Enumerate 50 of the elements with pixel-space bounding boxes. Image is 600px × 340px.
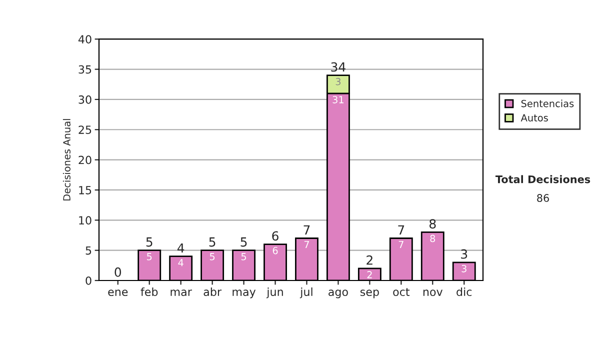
x-tick-label: ene (108, 290, 128, 296)
total-label: 7 (304, 225, 310, 234)
data-label: 2 (367, 271, 372, 278)
y-tick-label: 20 (78, 156, 92, 164)
y-tick-label: 25 (78, 126, 92, 134)
x-tick-label: nov (423, 290, 443, 296)
y-tick-label: 5 (86, 246, 92, 255)
y-tick-label: 0 (86, 276, 92, 285)
y-tick-label: 35 (78, 65, 92, 74)
legend-label: Autos (520, 114, 548, 122)
total-label: 5 (146, 237, 152, 247)
total-label: 4 (177, 243, 184, 253)
y-axis-title: Decisiones Anual (62, 119, 70, 200)
x-tick-label: jun (266, 287, 283, 298)
data-label: 7 (398, 240, 404, 248)
total-label: 34 (331, 62, 346, 72)
data-label: 31 (332, 96, 344, 104)
data-label: 4 (178, 259, 184, 266)
data-label: 7 (304, 240, 309, 248)
y-tick-label: 30 (78, 95, 92, 104)
total-label: 5 (240, 237, 247, 247)
x-tick-label: oct (393, 288, 410, 296)
total-label: 2 (366, 255, 372, 265)
data-label: 3 (462, 264, 466, 272)
total-label: 6 (272, 231, 278, 241)
x-tick-label: abr (204, 287, 222, 296)
total-label: 5 (209, 237, 216, 247)
text: 86 (537, 194, 549, 202)
x-tick-label: mar (170, 290, 192, 296)
total-label: 3 (461, 249, 468, 259)
x-tick-label: sep (360, 290, 379, 298)
total-label: 0 (114, 267, 122, 277)
total-label: 8 (430, 219, 436, 229)
data-label: 8 (430, 234, 436, 242)
data-label: 5 (147, 253, 152, 260)
data-label: 5 (210, 253, 215, 260)
y-tick-label: 40 (78, 35, 92, 44)
x-tick-label: ago (328, 290, 348, 298)
y-tick-label: 10 (79, 216, 92, 225)
data-label: 5 (241, 253, 246, 260)
legend-label: Sentencias (521, 100, 574, 108)
x-tick-label: dic (456, 287, 472, 296)
data-label: 3 (336, 78, 341, 86)
total-label: 7 (398, 225, 404, 234)
data-label: 6 (272, 246, 278, 254)
text: Total Decisiones (495, 175, 590, 184)
x-tick-label: may (232, 290, 256, 298)
x-tick-label: jul (300, 287, 312, 298)
x-tick-label: feb (140, 287, 158, 296)
y-tick-label: 15 (79, 186, 92, 194)
